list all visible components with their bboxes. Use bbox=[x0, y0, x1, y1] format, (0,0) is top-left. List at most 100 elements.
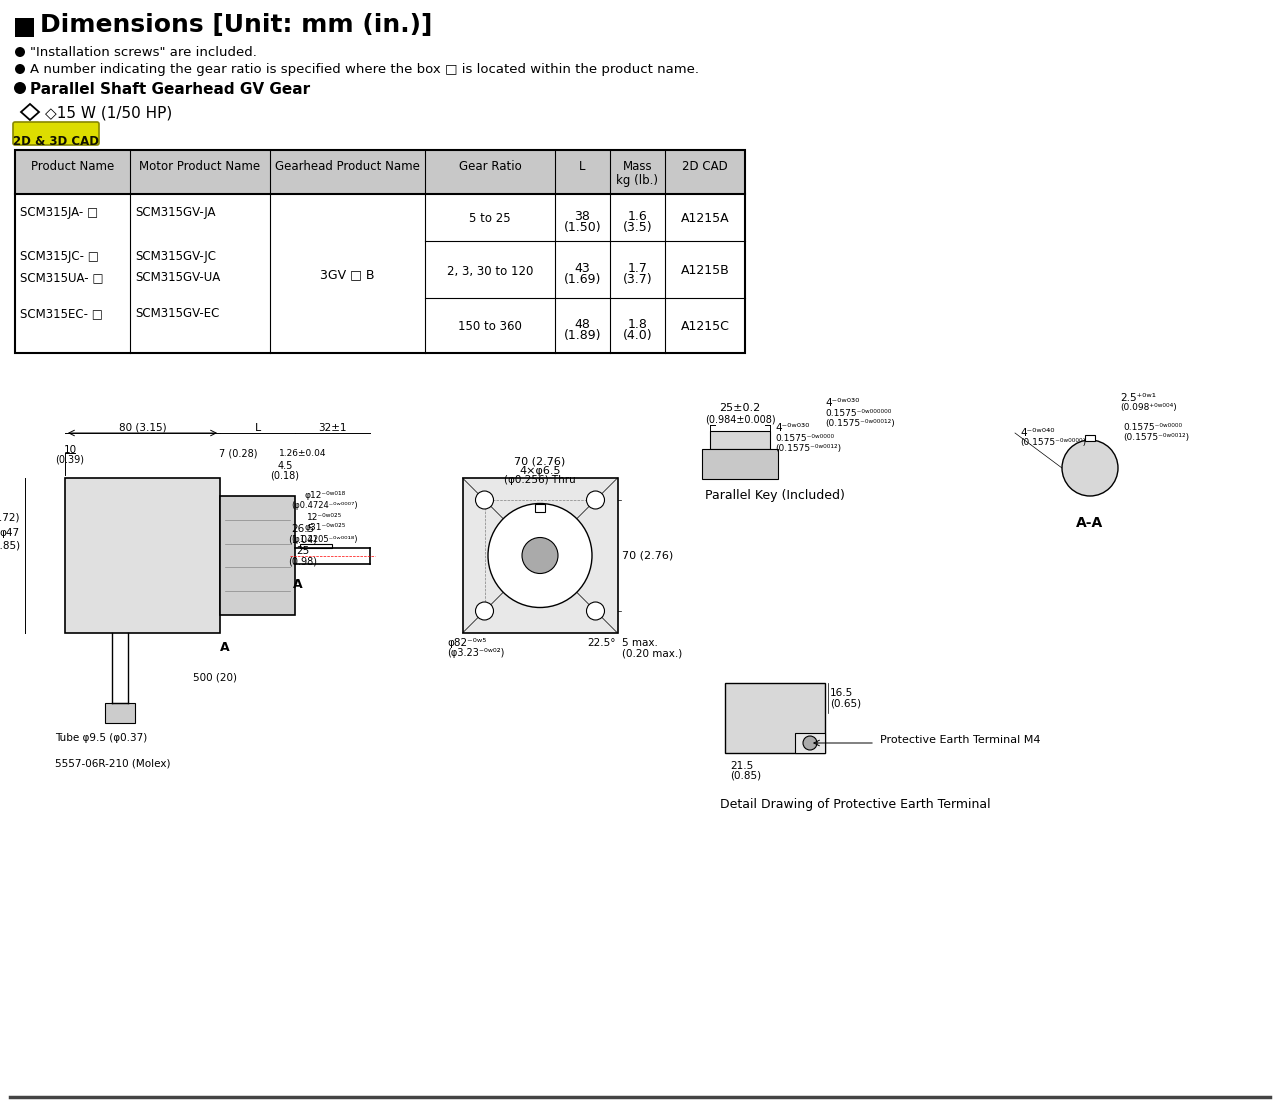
Text: 4×φ6.5: 4×φ6.5 bbox=[520, 465, 561, 476]
Text: (0.098⁺⁰ʷ⁰⁰⁴): (0.098⁺⁰ʷ⁰⁰⁴) bbox=[1120, 403, 1176, 413]
Text: 16.5: 16.5 bbox=[829, 688, 854, 698]
Text: Gear Ratio: Gear Ratio bbox=[458, 160, 521, 172]
Text: (3.7): (3.7) bbox=[622, 274, 653, 287]
Text: 500 (20): 500 (20) bbox=[193, 673, 237, 683]
Text: Parallel Key (Included): Parallel Key (Included) bbox=[705, 489, 845, 502]
Text: 5 max.: 5 max. bbox=[622, 638, 658, 647]
Text: φ12⁻⁰ʷ⁰¹⁸: φ12⁻⁰ʷ⁰¹⁸ bbox=[305, 491, 346, 500]
Text: 12⁻⁰ʷ⁰²⁵: 12⁻⁰ʷ⁰²⁵ bbox=[307, 513, 343, 522]
Circle shape bbox=[475, 602, 494, 620]
Text: 32±1: 32±1 bbox=[319, 422, 347, 433]
Text: (φ3.23⁻⁰ʷ⁰²): (φ3.23⁻⁰ʷ⁰²) bbox=[448, 647, 504, 658]
Text: Detail Drawing of Protective Earth Terminal: Detail Drawing of Protective Earth Termi… bbox=[719, 797, 991, 811]
Bar bbox=[15, 18, 35, 38]
Text: 2D CAD: 2D CAD bbox=[682, 160, 728, 172]
Text: (0.1575⁻⁰ʷ⁰⁰¹²): (0.1575⁻⁰ʷ⁰⁰¹²) bbox=[774, 445, 841, 453]
Text: 25: 25 bbox=[297, 546, 310, 556]
Text: φ31⁻⁰ʷ⁰²⁵: φ31⁻⁰ʷ⁰²⁵ bbox=[305, 524, 346, 533]
Circle shape bbox=[803, 736, 817, 750]
Text: SCM315EC- □: SCM315EC- □ bbox=[20, 307, 102, 320]
Text: 7 (0.28): 7 (0.28) bbox=[219, 448, 257, 458]
Text: (φ0.256) Thru: (φ0.256) Thru bbox=[504, 475, 576, 485]
Text: 70 (2.76): 70 (2.76) bbox=[622, 550, 673, 560]
Text: 3GV □ B: 3GV □ B bbox=[320, 268, 375, 281]
Text: A-A: A-A bbox=[1076, 516, 1103, 531]
Text: (0.65): (0.65) bbox=[829, 698, 861, 708]
Text: Motor Product Name: Motor Product Name bbox=[140, 160, 261, 172]
Bar bbox=[1085, 435, 1094, 441]
Text: (0.1575⁻⁰ʷ⁰⁰⁰⁰): (0.1575⁻⁰ʷ⁰⁰⁰⁰) bbox=[1020, 438, 1087, 447]
Text: "Installation screws" are included.: "Installation screws" are included. bbox=[29, 46, 257, 58]
Text: (1.89): (1.89) bbox=[563, 330, 602, 343]
Bar bbox=[105, 703, 134, 722]
Text: 48: 48 bbox=[575, 318, 590, 331]
Text: (0.85): (0.85) bbox=[730, 771, 762, 781]
Text: 5 to 25: 5 to 25 bbox=[470, 213, 511, 225]
Text: Tube φ9.5 (φ0.37): Tube φ9.5 (φ0.37) bbox=[55, 733, 147, 743]
Circle shape bbox=[586, 602, 604, 620]
Bar bbox=[710, 431, 771, 449]
Bar bbox=[701, 449, 778, 479]
Text: 150 to 360: 150 to 360 bbox=[458, 321, 522, 333]
Text: 0.1575⁻⁰ʷ⁰⁰⁰⁰: 0.1575⁻⁰ʷ⁰⁰⁰⁰ bbox=[774, 433, 835, 443]
Text: 1.6: 1.6 bbox=[627, 210, 648, 223]
Text: φ69 (φ2.72): φ69 (φ2.72) bbox=[0, 513, 20, 523]
Text: (0.1575⁻⁰ʷ⁰⁰¹²): (0.1575⁻⁰ʷ⁰⁰¹²) bbox=[1123, 433, 1189, 442]
Text: 0.1575⁻⁰ʷ⁰⁰⁰⁰⁰⁰: 0.1575⁻⁰ʷ⁰⁰⁰⁰⁰⁰ bbox=[826, 409, 891, 418]
Text: (0.98): (0.98) bbox=[288, 557, 317, 567]
Text: SCM315UA- □: SCM315UA- □ bbox=[20, 271, 104, 283]
Text: Product Name: Product Name bbox=[31, 160, 114, 172]
Text: Dimensions [Unit: mm (in.)]: Dimensions [Unit: mm (in.)] bbox=[40, 13, 433, 38]
Text: 1.26±0.04: 1.26±0.04 bbox=[279, 449, 326, 458]
Text: 0.1575⁻⁰ʷ⁰⁰⁰⁰: 0.1575⁻⁰ʷ⁰⁰⁰⁰ bbox=[1123, 422, 1183, 432]
Text: A: A bbox=[293, 578, 303, 590]
Bar bbox=[15, 150, 745, 353]
Circle shape bbox=[586, 491, 604, 508]
Text: φ47: φ47 bbox=[0, 528, 20, 538]
Text: 1.8: 1.8 bbox=[627, 318, 648, 331]
Text: (φ0.4724⁻⁰ʷ⁰⁰⁰⁷): (φ0.4724⁻⁰ʷ⁰⁰⁰⁷) bbox=[292, 502, 358, 511]
Text: (1.04): (1.04) bbox=[288, 535, 317, 545]
Text: 2, 3, 30 to 120: 2, 3, 30 to 120 bbox=[447, 265, 534, 278]
Text: (3.5): (3.5) bbox=[622, 222, 653, 235]
Text: (1.50): (1.50) bbox=[563, 222, 602, 235]
Text: 70 (2.76): 70 (2.76) bbox=[515, 456, 566, 465]
Text: 26.5: 26.5 bbox=[292, 524, 315, 534]
Text: 2.5⁺⁰ʷ¹: 2.5⁺⁰ʷ¹ bbox=[1120, 393, 1156, 403]
Text: 4⁻⁰ʷ⁰³⁰: 4⁻⁰ʷ⁰³⁰ bbox=[826, 398, 859, 408]
Text: (φ1.2205⁻⁰ʷ⁰⁰¹⁸): (φ1.2205⁻⁰ʷ⁰⁰¹⁸) bbox=[292, 535, 358, 544]
Circle shape bbox=[1062, 440, 1117, 496]
Text: (0.39): (0.39) bbox=[55, 456, 84, 465]
Circle shape bbox=[14, 82, 26, 94]
Text: 5557-06R-210 (Molex): 5557-06R-210 (Molex) bbox=[55, 758, 170, 768]
Text: (0.18): (0.18) bbox=[270, 470, 300, 480]
Text: SCM315GV-JA: SCM315GV-JA bbox=[134, 206, 215, 219]
Circle shape bbox=[488, 503, 591, 608]
Text: 80 (3.15): 80 (3.15) bbox=[119, 422, 166, 433]
Text: 4⁻⁰ʷ⁰³⁰: 4⁻⁰ʷ⁰³⁰ bbox=[774, 422, 809, 433]
Text: Gearhead Product Name: Gearhead Product Name bbox=[275, 160, 420, 172]
Bar bbox=[795, 733, 826, 753]
Text: (0.984±0.008): (0.984±0.008) bbox=[705, 414, 776, 424]
Text: 43: 43 bbox=[575, 261, 590, 275]
Bar bbox=[220, 496, 294, 615]
Text: L: L bbox=[580, 160, 586, 172]
Circle shape bbox=[475, 491, 494, 508]
Text: Protective Earth Terminal M4: Protective Earth Terminal M4 bbox=[881, 735, 1041, 745]
Circle shape bbox=[522, 537, 558, 574]
Text: 2D & 3D CAD: 2D & 3D CAD bbox=[13, 135, 99, 148]
Text: SCM315GV-EC: SCM315GV-EC bbox=[134, 307, 219, 320]
Text: 22.5°: 22.5° bbox=[588, 638, 616, 647]
Text: φ82⁻⁰ʷ⁵: φ82⁻⁰ʷ⁵ bbox=[448, 638, 486, 647]
Bar bbox=[15, 150, 745, 194]
Text: 21.5: 21.5 bbox=[730, 761, 753, 771]
Text: (φ1.85): (φ1.85) bbox=[0, 540, 20, 552]
Text: A: A bbox=[220, 641, 230, 654]
Text: (1.69): (1.69) bbox=[563, 274, 602, 287]
Text: ◇15 W (1/50 HP): ◇15 W (1/50 HP) bbox=[45, 106, 173, 121]
Text: A1215A: A1215A bbox=[681, 213, 730, 225]
Text: L: L bbox=[255, 422, 261, 433]
Text: A number indicating the gear ratio is specified where the box □ is located withi: A number indicating the gear ratio is sp… bbox=[29, 63, 699, 76]
Text: 4⁻⁰ʷ⁰⁴⁰: 4⁻⁰ʷ⁰⁴⁰ bbox=[1020, 428, 1055, 438]
Text: 1.7: 1.7 bbox=[627, 261, 648, 275]
